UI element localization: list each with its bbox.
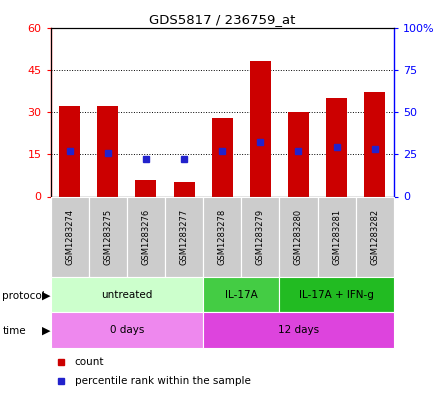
Text: IL-17A: IL-17A: [225, 290, 258, 300]
Text: GSM1283274: GSM1283274: [65, 209, 74, 265]
Bar: [364, 92, 385, 196]
Text: GSM1283277: GSM1283277: [180, 209, 189, 265]
Text: ▶: ▶: [42, 290, 50, 301]
Bar: [203, 312, 394, 348]
Text: untreated: untreated: [101, 290, 153, 300]
Bar: [356, 196, 394, 277]
Bar: [250, 61, 271, 196]
Bar: [51, 312, 203, 348]
Bar: [136, 180, 157, 196]
Bar: [51, 196, 89, 277]
Text: GSM1283280: GSM1283280: [294, 209, 303, 265]
Text: protocol: protocol: [2, 290, 45, 301]
Text: 0 days: 0 days: [110, 325, 144, 335]
Bar: [326, 98, 347, 196]
Bar: [279, 196, 318, 277]
Bar: [51, 277, 203, 312]
Text: count: count: [75, 357, 104, 367]
Text: percentile rank within the sample: percentile rank within the sample: [75, 376, 250, 386]
Bar: [127, 196, 165, 277]
Text: GSM1283275: GSM1283275: [103, 209, 112, 265]
Bar: [279, 277, 394, 312]
Bar: [89, 196, 127, 277]
Bar: [165, 196, 203, 277]
Bar: [174, 182, 194, 196]
Bar: [203, 277, 279, 312]
Bar: [241, 196, 279, 277]
Text: IL-17A + IFN-g: IL-17A + IFN-g: [299, 290, 374, 300]
Bar: [212, 118, 233, 196]
Bar: [318, 196, 356, 277]
Bar: [59, 107, 80, 196]
Bar: [203, 196, 241, 277]
Text: 12 days: 12 days: [278, 325, 319, 335]
Text: ▶: ▶: [42, 326, 50, 336]
Title: GDS5817 / 236759_at: GDS5817 / 236759_at: [149, 13, 295, 26]
Text: GSM1283281: GSM1283281: [332, 209, 341, 265]
Text: GSM1283278: GSM1283278: [218, 209, 227, 265]
Bar: [97, 107, 118, 196]
Text: GSM1283279: GSM1283279: [256, 209, 265, 265]
Text: GSM1283276: GSM1283276: [141, 209, 150, 265]
Text: GSM1283282: GSM1283282: [370, 209, 379, 265]
Text: time: time: [2, 326, 26, 336]
Bar: [288, 112, 309, 196]
